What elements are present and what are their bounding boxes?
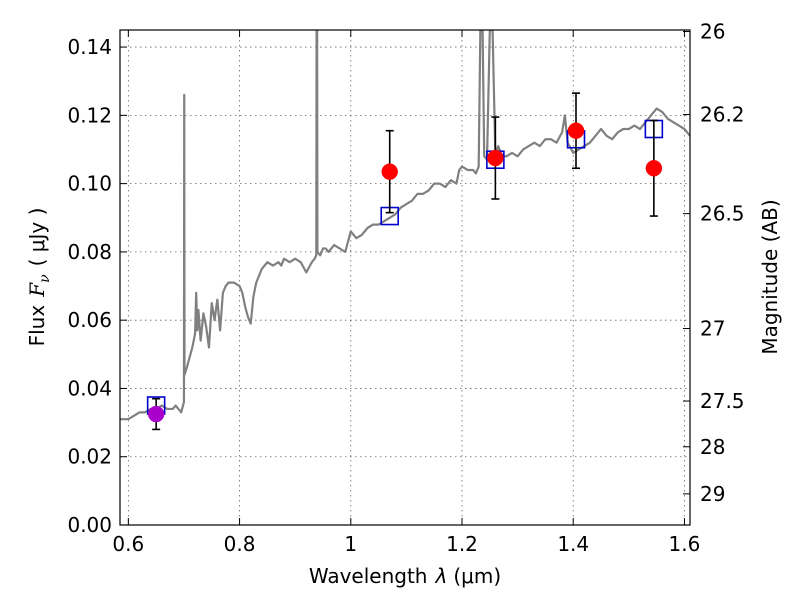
observed-photometry-layer: [147, 92, 663, 431]
x-tick-label: 1: [344, 532, 357, 556]
spectrum-layer: [120, 30, 690, 421]
magnitude-tick-label: 27: [700, 317, 725, 341]
x-tick-label: 0.8: [224, 532, 256, 556]
y-tick-label: 0.08: [67, 240, 112, 264]
x-axis-title: Wavelength λ (μm): [309, 564, 501, 588]
x-tick-label: 1.2: [446, 532, 478, 556]
spectrum-line: [120, 30, 690, 421]
observed-point: [147, 405, 165, 423]
y-tick-label: 0.00: [67, 513, 112, 537]
y-tick-label: 0.10: [67, 172, 112, 196]
y-axis-symbol: F: [25, 282, 49, 298]
x-axis-unit: (μm): [453, 564, 501, 588]
y-tick-label: 0.04: [67, 376, 112, 400]
x-axis-symbol: λ: [435, 564, 448, 588]
magnitude-tick-label: 26: [700, 20, 725, 44]
observed-point: [567, 122, 585, 139]
magnitude-tick-label: 26.2: [700, 103, 745, 127]
y-axis-title: Flux Fν ( μJy ): [25, 208, 53, 347]
x-tick-label: 0.6: [112, 532, 144, 556]
y-axis-unit: ( μJy ): [25, 208, 49, 267]
y-tick-label: 0.06: [67, 308, 112, 332]
y2-axis-title: Magnitude (AB): [758, 199, 782, 354]
x-axis-title-text: Wavelength: [309, 564, 428, 588]
magnitude-tick-label: 26.5: [700, 202, 745, 226]
observed-point: [381, 163, 398, 180]
magnitude-tick-label: 29: [700, 482, 725, 506]
magnitude-tick-label: 27.5: [700, 389, 745, 413]
y-tick-label: 0.12: [67, 103, 112, 127]
observed-point: [487, 149, 504, 167]
x-tick-label: 1.6: [669, 532, 701, 556]
plot-frame: [119, 29, 691, 526]
observed-point: [645, 160, 663, 177]
y-axis-title-text: Flux: [25, 305, 49, 347]
tick-layer: 0.6 0.8 1 1.2 1.4 1.6 0.00 0.02 0.04 0.06 0.08 0.10…: [67, 20, 744, 556]
y-tick-label: 0.14: [67, 35, 112, 59]
y-axis-subscript: ν: [37, 274, 53, 283]
y-tick-label: 0.02: [67, 445, 112, 469]
magnitude-tick-label: 28: [700, 435, 725, 459]
x-tick-label: 1.4: [557, 532, 589, 556]
